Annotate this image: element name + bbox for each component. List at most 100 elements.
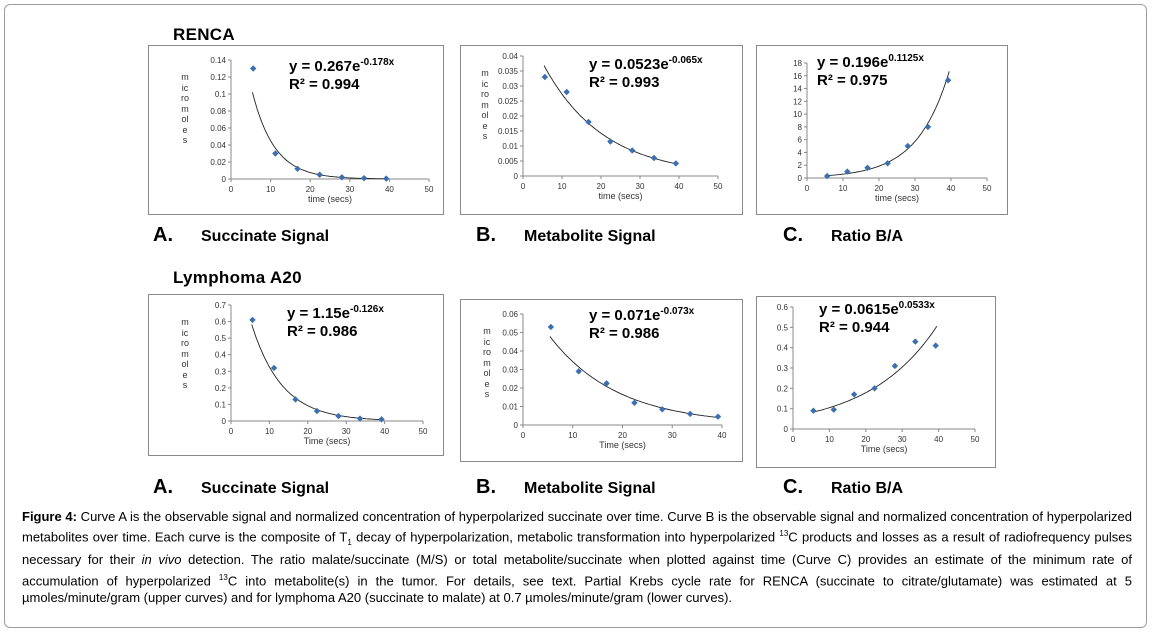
y-tick-label: 0 [784, 425, 789, 434]
r-squared: R² = 0.994 [289, 76, 360, 93]
y-tick-label: 0.06 [210, 124, 226, 133]
data-point [360, 174, 368, 182]
x-tick-label: 40 [934, 435, 943, 444]
data-point [547, 323, 555, 331]
data-point [686, 410, 694, 418]
trendline-equation: y = 0.196e0.1125x R² = 0.975 [817, 53, 924, 90]
y-axis-label: micromoles [181, 317, 190, 390]
chart-svg: 0 0.1 0.2 0.3 0.4 0.5 0.6 0 10 20 30 40 50 [777, 303, 980, 444]
chart-a20-metabolite: 0 0.01 0.02 0.03 0.04 0.05 0.06 0 10 20 30 40 Time (… [460, 299, 743, 462]
y-tick-label: 0.01 [502, 403, 518, 412]
y-tick-label: 0.1 [215, 90, 227, 99]
panel-label-a20-b: B. Metabolite Signal [476, 476, 656, 498]
data-point [650, 154, 658, 162]
x-tick-label: 10 [825, 435, 834, 444]
chart-renca-succinate: 0 0.02 0.04 0.06 0.08 0.1 0.12 0.14 0 10 20 30 40 50 t… [148, 45, 444, 215]
y-tick-label: 16 [793, 72, 802, 81]
trendline-equation: y = 0.071e-0.073x R² = 0.986 [589, 306, 695, 343]
y-tick-label: 0 [222, 417, 227, 426]
data-point [810, 407, 817, 414]
y-tick-label: 2 [798, 161, 803, 170]
data-point [672, 160, 680, 167]
data-point [338, 174, 346, 181]
data-point [378, 416, 385, 423]
y-tick-label: 8 [798, 123, 803, 132]
y-axis-label: micromoles [483, 326, 492, 399]
x-axis-label: Time (secs) [599, 440, 646, 450]
y-tick-label: 0.035 [498, 67, 519, 76]
x-axis-label: Time (secs) [860, 444, 908, 454]
data-point [585, 118, 592, 126]
r-squared: R² = 0.944 [819, 319, 890, 336]
y-tick-label: 0.03 [502, 82, 518, 91]
x-tick-label: 40 [718, 431, 727, 440]
x-tick-label: 40 [380, 427, 389, 436]
data-point [270, 364, 278, 372]
x-tick-label: 20 [303, 427, 312, 436]
y-tick-label: 12 [793, 97, 802, 106]
data-point [912, 338, 919, 345]
y-tick-label: 0.01 [502, 142, 518, 151]
x-tick-label: 0 [229, 185, 234, 194]
y-tick-label: 0.02 [210, 158, 226, 167]
data-point [383, 175, 390, 182]
chart-renca-ratio: 0 2 4 6 8 10 12 14 16 18 0 10 20 30 40 50 time (secs) y =… [756, 45, 1008, 215]
x-tick-label: 40 [385, 185, 394, 194]
panel-label-renca-c: C. Ratio B/A [783, 224, 903, 246]
y-tick-label: 0.1 [777, 405, 789, 414]
chart-renca-metabolite: 0 0.005 0.01 0.015 0.02 0.025 0.03 0.035 0.04 0 10… [460, 45, 743, 215]
y-tick-label: 0.04 [210, 141, 226, 150]
y-tick-label: 0.6 [215, 318, 227, 327]
data-point [607, 138, 614, 145]
data-point [932, 342, 939, 349]
trendline-equation: y = 0.0615e0.0533x R² = 0.944 [819, 300, 935, 337]
y-tick-label: 0.4 [777, 344, 789, 353]
r-squared: R² = 0.986 [589, 325, 660, 342]
y-tick-label: 14 [793, 85, 802, 94]
y-tick-label: 0.5 [777, 323, 789, 332]
y-tick-label: 0 [514, 172, 519, 181]
trendline [812, 326, 938, 413]
x-tick-label: 10 [839, 184, 848, 193]
r-squared: R² = 0.986 [287, 323, 358, 340]
x-tick-label: 10 [568, 431, 577, 440]
data-point [944, 77, 952, 84]
x-tick-label: 20 [306, 185, 315, 194]
chart-svg: 0 2 4 6 8 10 12 14 16 18 0 10 20 30 40 50 [793, 59, 992, 193]
chart-a20-succinate: 0 0.1 0.2 0.3 0.4 0.5 0.6 0.7 0 10 20 30 40 50 Time (s… [148, 294, 444, 456]
data-point [541, 73, 549, 81]
data-point [629, 147, 636, 154]
data-point [631, 399, 638, 406]
y-tick-label: 0.02 [502, 112, 518, 121]
x-tick-label: 50 [714, 182, 723, 191]
data-point [249, 316, 256, 324]
trendline-equation: y = 0.0523e-0.065x R² = 0.993 [589, 55, 703, 92]
trendline [251, 92, 388, 180]
x-tick-label: 50 [425, 185, 434, 194]
data-point [714, 413, 722, 420]
data-point [294, 165, 301, 172]
section-title-lymphoma: Lymphoma A20 [173, 268, 302, 287]
x-tick-label: 20 [597, 182, 606, 191]
x-axis-label: time (secs) [598, 191, 643, 201]
y-tick-label: 0.2 [777, 384, 789, 393]
data-point [316, 171, 323, 178]
y-tick-label: 0.05 [502, 329, 518, 338]
chart-a20-ratio: 0 0.1 0.2 0.3 0.4 0.5 0.6 0 10 20 30 40 50 Time (secs… [756, 296, 996, 468]
y-tick-label: 0.02 [502, 384, 518, 393]
x-tick-label: 30 [668, 431, 677, 440]
y-tick-label: 0 [798, 174, 803, 183]
y-tick-label: 6 [798, 136, 803, 145]
figure-caption: Figure 4: Curve A is the observable sign… [22, 509, 1132, 606]
section-title-renca: RENCA [173, 25, 235, 44]
x-tick-label: 0 [521, 431, 526, 440]
data-point [563, 88, 570, 96]
r-squared: R² = 0.975 [817, 72, 888, 89]
x-axis-label: Time (secs) [303, 436, 351, 446]
x-tick-label: 10 [266, 185, 275, 194]
y-tick-label: 18 [793, 59, 802, 68]
chart-svg: 0 0.005 0.01 0.015 0.02 0.025 0.03 0.035 0.04 0 10… [498, 52, 723, 191]
data-point [292, 396, 299, 403]
data-point [884, 160, 891, 167]
x-tick-label: 30 [898, 435, 907, 444]
